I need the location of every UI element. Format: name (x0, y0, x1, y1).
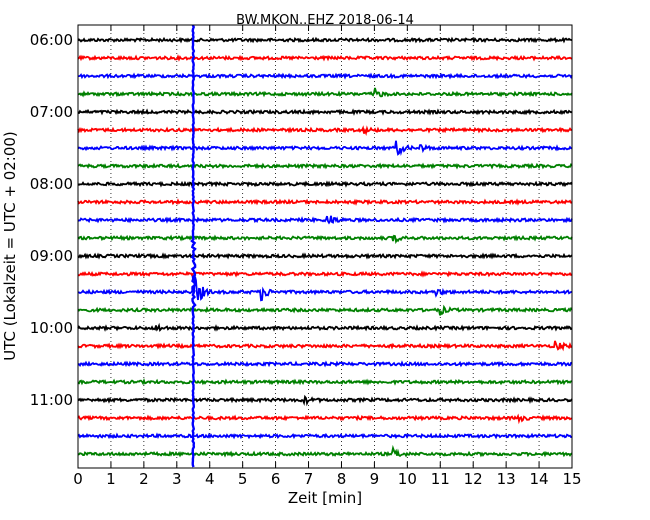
x-tick-label: 2 (139, 470, 149, 488)
y-tick-label: 08:00 (30, 175, 73, 193)
trace-group (77, 36, 573, 458)
y-tick-label: 10:00 (30, 319, 73, 337)
trace-line (77, 378, 573, 386)
x-tick-label: 3 (172, 470, 182, 488)
trace-line (77, 125, 573, 136)
trace-line (77, 162, 573, 170)
trace-line (77, 322, 573, 332)
spike-line (190, 24, 197, 468)
trace-line (77, 270, 573, 278)
y-axis-title: UTC (Lokalzeit = UTC + 02:00) (1, 131, 19, 361)
x-tick-label: 10 (398, 470, 417, 488)
y-tick-label: 07:00 (30, 103, 73, 121)
trace-line (77, 108, 573, 116)
trace-line (77, 276, 573, 302)
trace-line (77, 413, 573, 425)
trace-line (77, 432, 573, 440)
x-tick-label: 5 (238, 470, 248, 488)
trace-line (77, 252, 573, 260)
x-tick-label: 14 (530, 470, 549, 488)
trace-line (77, 340, 573, 352)
y-tick-label: 06:00 (30, 31, 73, 49)
trace-line (77, 36, 573, 44)
trace-line (77, 54, 573, 62)
plot-frame (77, 24, 573, 469)
x-tick-label: 9 (370, 470, 380, 488)
x-tick-label: 15 (562, 470, 581, 488)
trace-line (77, 198, 573, 206)
trace-line (77, 360, 573, 368)
y-tick-label: 11:00 (30, 391, 73, 409)
spike-group (190, 24, 197, 468)
y-tick-label: 09:00 (30, 247, 73, 265)
chart-title: BW.MKON..EHZ 2018-06-14 (236, 13, 414, 28)
trace-line (77, 140, 573, 157)
axis-ticks: 0 1 2 3 4 5 6 7 8 9 10 11 12 13 14 1506:0007:0008:0009:… (30, 25, 582, 488)
trace-line (77, 394, 573, 407)
x-axis-title: Zeit [min] (288, 489, 362, 507)
trace-line (77, 234, 573, 245)
x-tick-label: 7 (304, 470, 314, 488)
x-tick-label: 13 (497, 470, 516, 488)
x-tick-label: 1 (106, 470, 116, 488)
x-tick-label: 8 (337, 470, 347, 488)
x-tick-label: 0 (73, 470, 83, 488)
x-tick-label: 11 (431, 470, 450, 488)
trace-line (77, 215, 573, 225)
x-tick-label: 4 (205, 470, 215, 488)
trace-line (77, 304, 573, 316)
trace-line (77, 72, 573, 80)
trace-line (77, 444, 573, 458)
x-tick-label: 6 (271, 470, 281, 488)
x-tick-label: 12 (464, 470, 483, 488)
trace-line (77, 87, 573, 98)
trace-line (77, 180, 573, 188)
